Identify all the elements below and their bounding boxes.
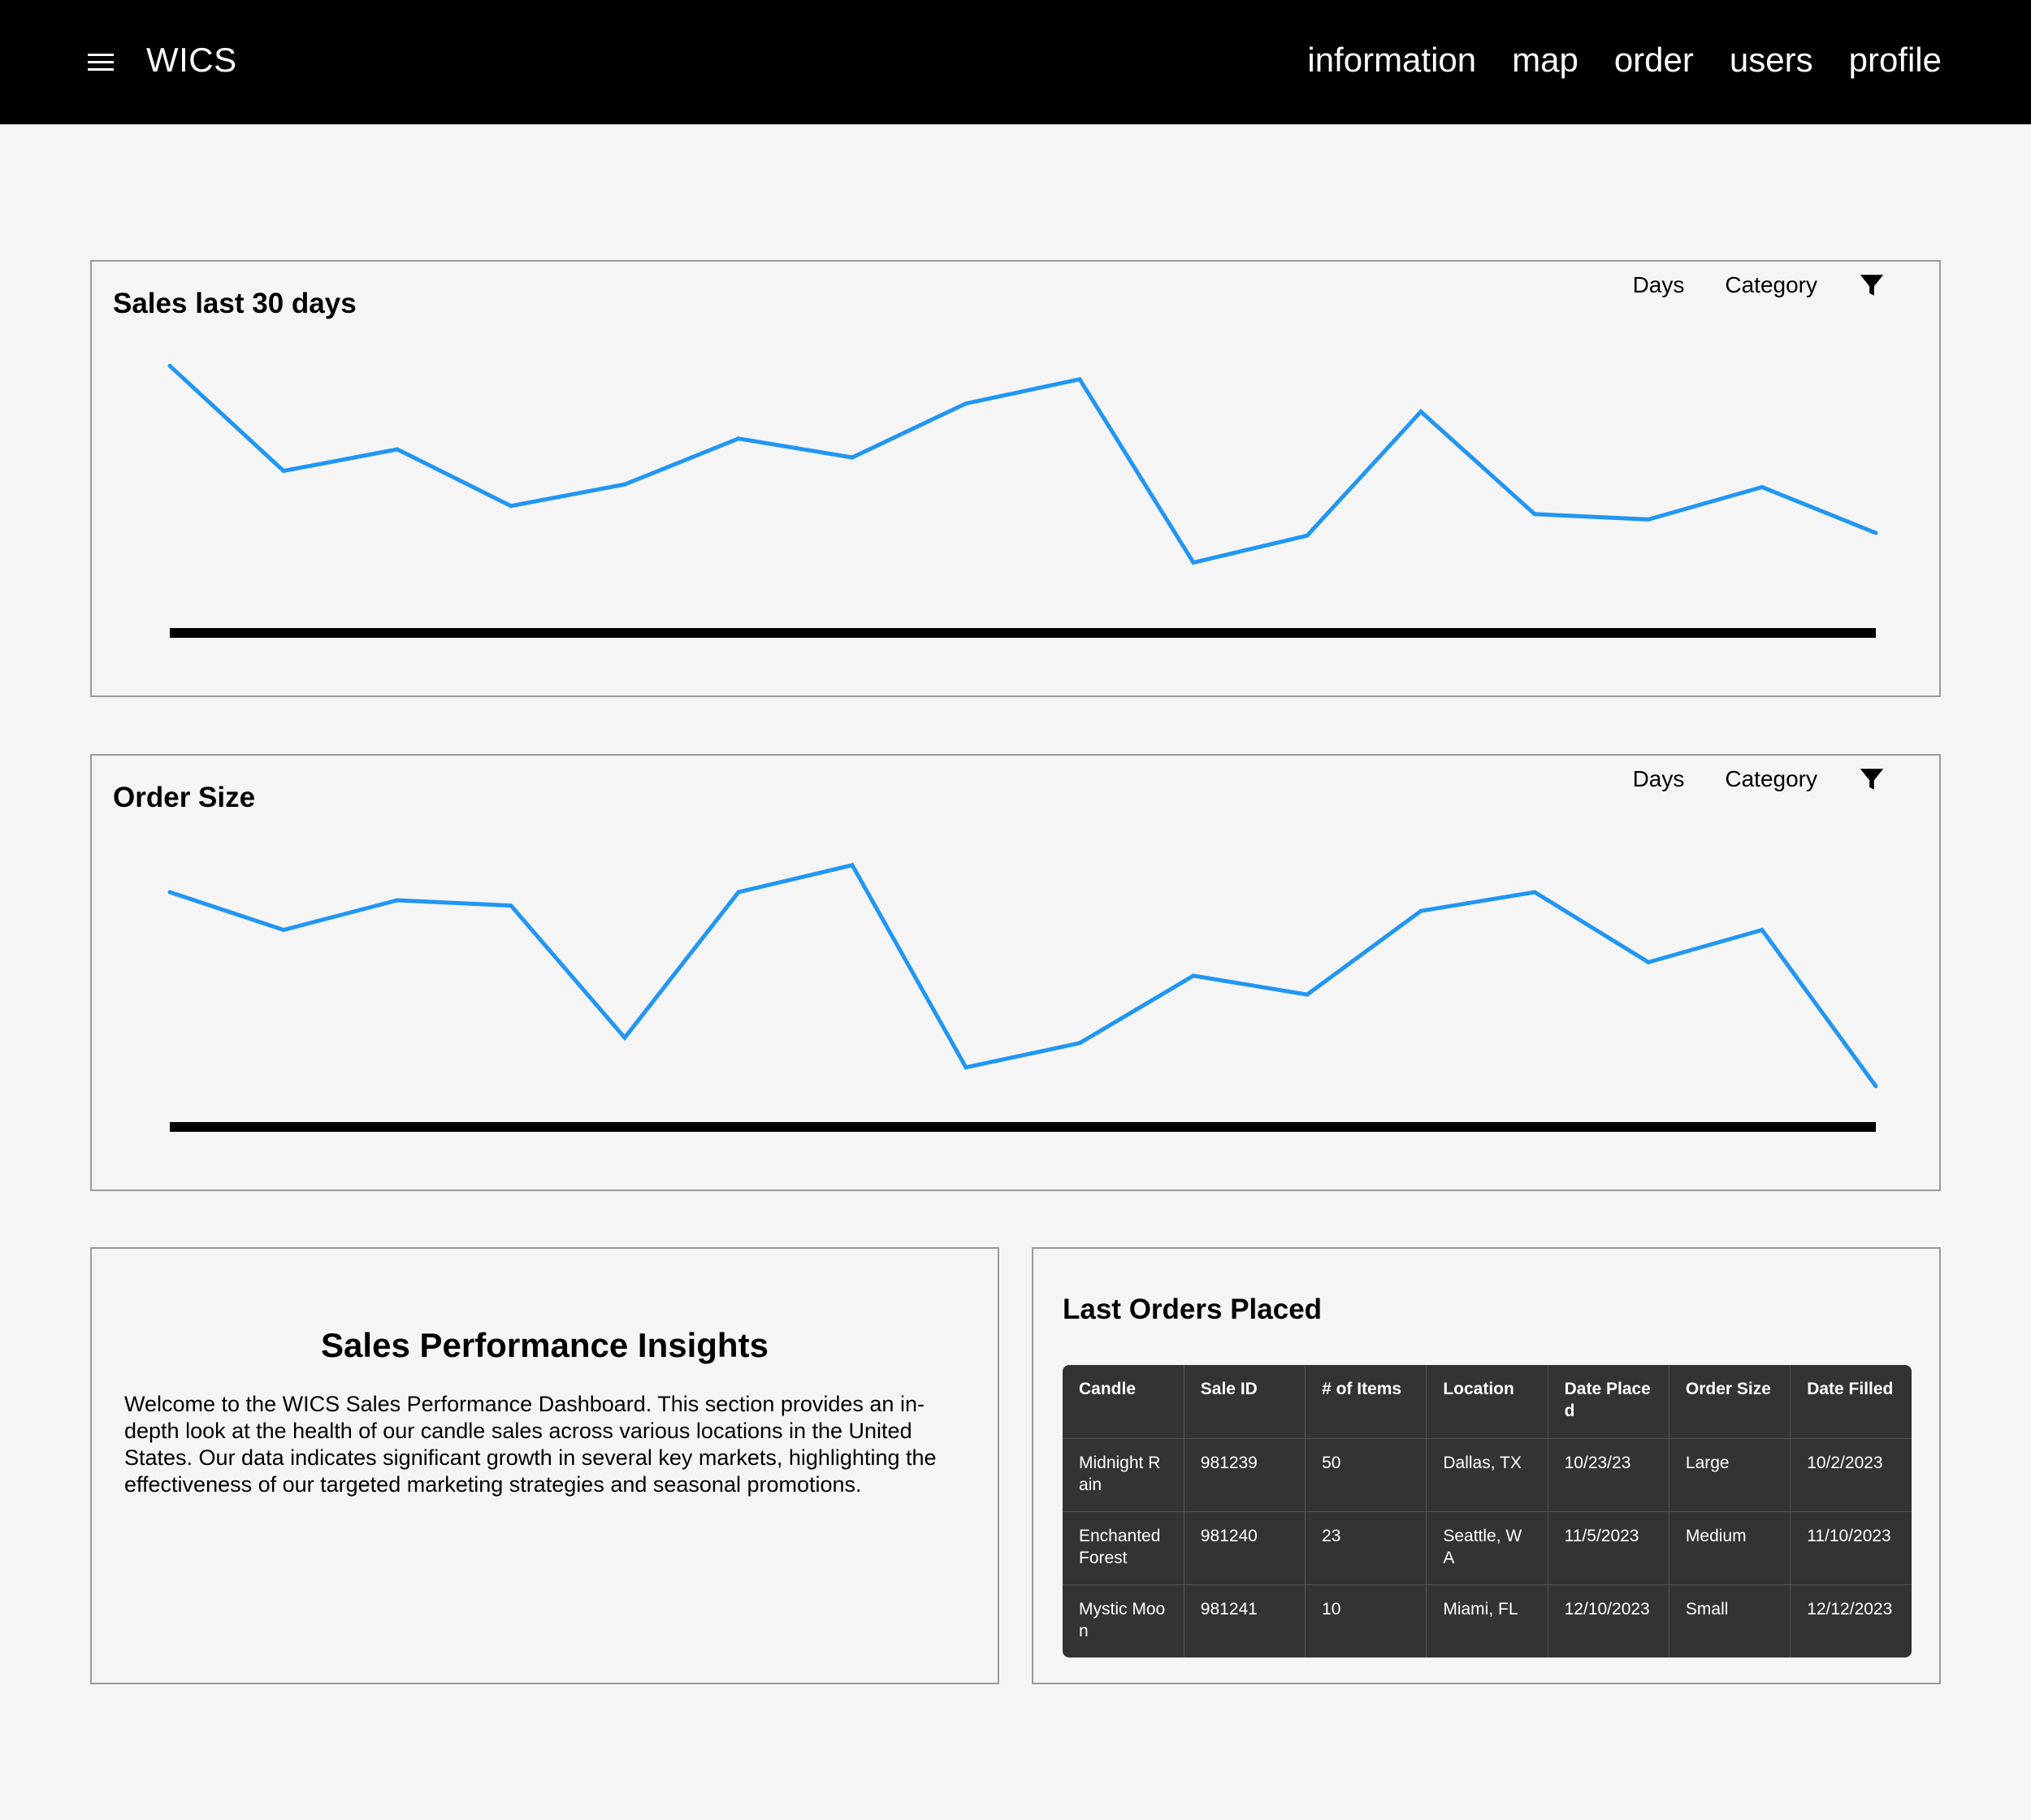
table-cell: 10/2/2023 — [1790, 1438, 1912, 1512]
table-header-row: Candle Sale ID # of Items Location Date … — [1063, 1365, 1912, 1439]
data-point — [1418, 908, 1423, 913]
last-orders-panel: Last Orders Placed Candle Sale ID # of I… — [1032, 1247, 1941, 1684]
data-point — [1873, 1084, 1878, 1089]
insights-panel: Sales Performance Insights Welcome to th… — [90, 1247, 999, 1684]
order-size-chart-title: Order Size — [113, 782, 256, 813]
table-row[interactable]: Enchanted Forest 981240 23 Seattle, WA 1… — [1063, 1511, 1912, 1585]
data-point — [167, 363, 172, 368]
series-line — [168, 364, 1877, 566]
data-point — [395, 898, 400, 903]
table-cell: 12/10/2023 — [1548, 1584, 1669, 1658]
table-cell: Midnight Rain — [1063, 1438, 1184, 1512]
data-point — [395, 447, 400, 452]
days-filter-button[interactable]: Days — [1632, 272, 1685, 297]
category-filter-button[interactable]: Category — [1725, 766, 1817, 791]
table-cell: 10/23/23 — [1548, 1438, 1669, 1512]
data-point — [1418, 410, 1423, 414]
column-header: Location — [1426, 1365, 1548, 1439]
data-point — [622, 482, 627, 487]
column-header: Order Size — [1669, 1365, 1791, 1439]
insights-title: Sales Performance Insights — [321, 1326, 769, 1364]
data-point — [1646, 960, 1651, 964]
order-size-chart-panel: Order Size Days Category — [90, 754, 1941, 1191]
last-orders-title: Last Orders Placed — [1063, 1294, 1323, 1325]
data-point — [736, 436, 741, 441]
main-nav: information map order users profile — [1307, 41, 1942, 80]
table-cell: Enchanted Forest — [1063, 1511, 1184, 1585]
data-point — [964, 401, 968, 406]
column-header: Sale ID — [1184, 1365, 1306, 1439]
insights-body: Welcome to the WICS Sales Performance Da… — [124, 1392, 937, 1497]
table-cell: 981240 — [1184, 1511, 1306, 1585]
table-cell: Miami, FL — [1426, 1584, 1548, 1658]
data-point — [964, 1065, 968, 1070]
table-cell: Medium — [1669, 1511, 1791, 1585]
sales-chart — [167, 363, 1878, 638]
series-line — [169, 862, 1878, 1088]
nav-profile[interactable]: profile — [1848, 41, 1942, 79]
table-cell: 981241 — [1184, 1584, 1306, 1658]
table-cell: 12/12/2023 — [1807, 1599, 1893, 1618]
data-point — [1191, 973, 1196, 978]
table-cell: 11/10/2023 — [1790, 1511, 1912, 1585]
hamburger-menu-icon[interactable] — [88, 54, 114, 72]
sales-chart-panel: Sales last 30 days Days Category — [90, 260, 1941, 697]
data-point — [850, 455, 855, 460]
filter-icon[interactable] — [1858, 271, 1886, 299]
data-point — [1191, 560, 1196, 565]
table-cell: 50 — [1305, 1438, 1427, 1512]
data-point — [1760, 485, 1765, 489]
table-cell: Large — [1669, 1438, 1791, 1512]
data-point — [622, 1035, 627, 1040]
table-cell: 981239 — [1184, 1438, 1306, 1512]
data-point — [281, 469, 286, 474]
data-point — [1077, 377, 1082, 382]
column-header: Date Filled — [1790, 1365, 1912, 1439]
data-point — [1077, 1041, 1082, 1046]
filter-icon[interactable] — [1858, 765, 1886, 793]
data-point — [509, 504, 513, 509]
table-cell: 11/5/2023 — [1548, 1511, 1669, 1585]
data-point — [1873, 531, 1878, 535]
data-point — [281, 928, 286, 932]
table-row[interactable]: Mystic Moon 981241 10 Miami, FL 12/10/20… — [1063, 1584, 1912, 1658]
column-header: Date Placed — [1548, 1365, 1669, 1439]
data-point — [167, 890, 172, 895]
table-cell: 23 — [1305, 1511, 1427, 1585]
data-point — [1532, 890, 1537, 895]
table-cell: Small — [1669, 1584, 1791, 1658]
table-row[interactable]: Midnight Rain 981239 50 Dallas, TX 10/23… — [1063, 1438, 1912, 1512]
nav-users[interactable]: users — [1729, 41, 1813, 79]
column-header: # of Items — [1305, 1365, 1427, 1439]
data-point — [1646, 517, 1651, 522]
table-cell: Mystic Moon — [1063, 1584, 1184, 1658]
table-cell: Dallas, TX — [1426, 1438, 1548, 1512]
table-cell: 10 — [1305, 1584, 1427, 1658]
app-title: WICS — [146, 41, 237, 79]
top-bar: WICS information map order users profile — [0, 0, 2031, 124]
data-point — [1760, 928, 1765, 932]
data-point — [1532, 512, 1537, 517]
sales-chart-title: Sales last 30 days — [113, 288, 357, 319]
orders-table: Candle Sale ID # of Items Location Date … — [1063, 1365, 1912, 1658]
days-filter-button[interactable]: Days — [1632, 766, 1685, 791]
order-size-chart — [167, 862, 1878, 1132]
table-cell: Seattle, WA — [1426, 1511, 1548, 1585]
order-size-chart-controls: Days Category — [1633, 765, 1886, 793]
data-point — [509, 904, 513, 908]
data-point — [850, 863, 855, 868]
sales-chart-controls: Days Category — [1633, 271, 1886, 299]
nav-information[interactable]: information — [1307, 41, 1477, 79]
data-point — [1305, 992, 1310, 997]
data-point — [736, 890, 741, 895]
column-header: Candle — [1063, 1365, 1184, 1439]
nav-order[interactable]: order — [1613, 41, 1694, 79]
category-filter-button[interactable]: Category — [1725, 272, 1817, 297]
nav-map[interactable]: map — [1512, 41, 1578, 79]
data-point — [1305, 533, 1310, 538]
